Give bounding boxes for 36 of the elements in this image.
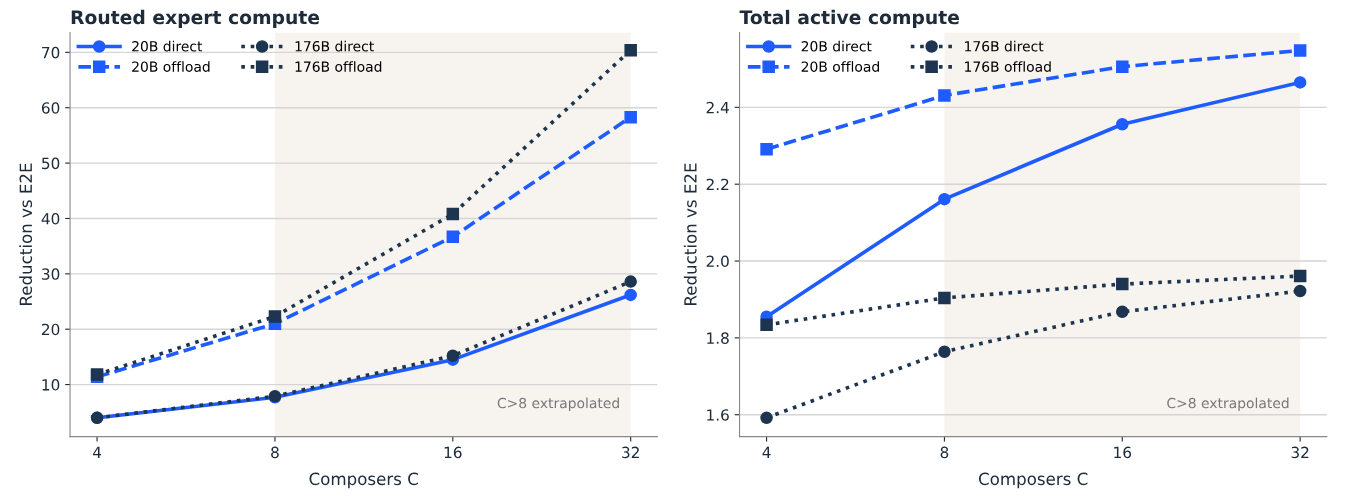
y-tick-label: 1.8 bbox=[707, 332, 729, 344]
y-tick-label: 60 bbox=[41, 102, 60, 114]
y-tick-label: 50 bbox=[42, 157, 60, 170]
legend-label: 176B direct bbox=[295, 40, 374, 52]
x-tick-label: 4 bbox=[762, 446, 771, 458]
y-tick-label: 2.0 bbox=[706, 255, 729, 268]
y-axis-title: Reduction vs E2E bbox=[19, 163, 33, 305]
x-tick-label: 16 bbox=[1114, 446, 1132, 459]
band-label: C>8 extrapolated bbox=[1167, 397, 1289, 412]
band-label: C>8 extrapolated bbox=[497, 397, 619, 412]
x-axis-title: Composers C bbox=[309, 472, 418, 489]
legend-label: 20B offload bbox=[132, 61, 210, 72]
x-tick-label: 4 bbox=[92, 446, 102, 458]
y-tick-label: 30 bbox=[42, 268, 60, 280]
legend-label: 176B offload bbox=[965, 61, 1051, 72]
legend-label: 20B direct bbox=[801, 40, 872, 52]
legend-label: 176B direct bbox=[965, 40, 1044, 52]
y-axis-title: Reduction vs E2E bbox=[683, 163, 697, 305]
x-tick-label: 16 bbox=[444, 446, 462, 459]
y-tick-label: 2.2 bbox=[706, 178, 729, 190]
x-axis-title: Composers C bbox=[978, 472, 1088, 489]
y-tick-label: 20 bbox=[42, 323, 60, 336]
legend-label: 176B offload bbox=[295, 61, 382, 72]
y-tick-label: 70 bbox=[42, 46, 60, 59]
x-tick-label: 8 bbox=[940, 446, 949, 459]
y-tick-label: 40 bbox=[41, 212, 60, 225]
x-tick-label: 8 bbox=[271, 446, 279, 459]
y-tick-label: 10 bbox=[42, 379, 60, 391]
legend-label: 20B direct bbox=[132, 40, 203, 52]
legend-label: 20B offload bbox=[801, 61, 879, 72]
y-tick-label: 1.6 bbox=[707, 409, 729, 421]
chart-title: Routed expert compute bbox=[71, 9, 320, 28]
x-tick-label: 32 bbox=[1291, 446, 1309, 459]
y-tick-label: 2.4 bbox=[706, 101, 729, 114]
x-tick-label: 32 bbox=[622, 446, 639, 459]
chart-title: Total active compute bbox=[739, 9, 959, 28]
